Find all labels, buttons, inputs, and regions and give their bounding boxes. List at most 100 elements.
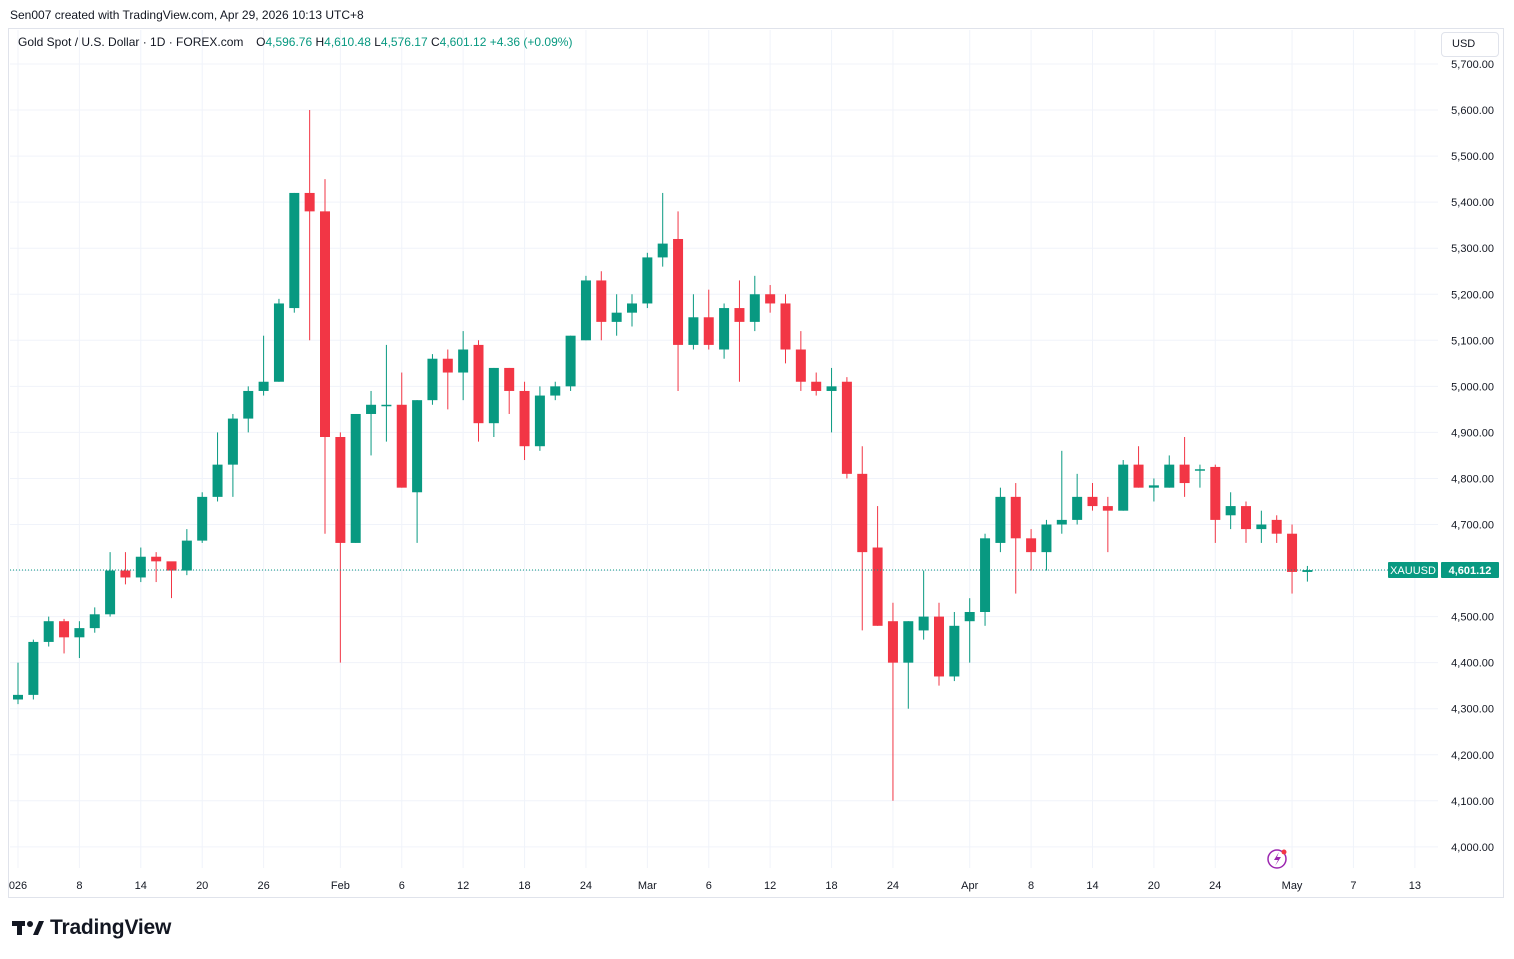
candle-body bbox=[795, 349, 806, 382]
candle-body bbox=[949, 625, 960, 677]
notification-dot bbox=[1281, 849, 1287, 855]
candle bbox=[488, 367, 499, 438]
candle bbox=[1148, 478, 1159, 502]
candle bbox=[412, 400, 423, 543]
candle-body bbox=[811, 381, 822, 391]
candle-body bbox=[1241, 506, 1251, 530]
candle-body bbox=[74, 628, 85, 638]
candle-body bbox=[43, 621, 54, 642]
candle bbox=[657, 192, 668, 267]
x-tick-label: 12 bbox=[764, 880, 776, 892]
lightning-icon bbox=[1267, 849, 1287, 869]
y-tick-label: 4,500.00 bbox=[1451, 612, 1494, 624]
x-tick-label: 24 bbox=[887, 880, 899, 892]
candle-body bbox=[1164, 464, 1175, 488]
candle bbox=[1133, 446, 1144, 488]
x-tick-label: 12 bbox=[457, 880, 469, 892]
candle bbox=[780, 294, 791, 364]
candle bbox=[734, 280, 745, 382]
close-label: C bbox=[430, 35, 440, 49]
candle bbox=[596, 271, 607, 341]
candle-body bbox=[473, 344, 484, 424]
candle bbox=[120, 552, 131, 585]
candle-body bbox=[1133, 464, 1144, 488]
candle bbox=[151, 552, 162, 583]
candle bbox=[243, 386, 254, 433]
candle bbox=[534, 386, 545, 451]
candle bbox=[1118, 460, 1129, 511]
candle bbox=[181, 529, 192, 576]
candle-body bbox=[381, 404, 392, 407]
candle-body bbox=[749, 294, 760, 322]
candle-body bbox=[366, 404, 377, 414]
candle bbox=[28, 639, 39, 700]
candle-body bbox=[872, 547, 883, 626]
candle bbox=[212, 432, 223, 502]
x-tick-label: 14 bbox=[1086, 880, 1098, 892]
candle bbox=[749, 275, 760, 332]
symbol-title: Gold Spot / U.S. Dollar · 1D · FOREX.com bbox=[18, 35, 244, 49]
candle-body bbox=[289, 192, 300, 309]
candle-body bbox=[918, 616, 929, 631]
chart-legend: Gold Spot / U.S. Dollar · 1D · FOREX.com… bbox=[18, 35, 572, 49]
lightning-icon-bolt bbox=[1274, 852, 1281, 866]
candle-body bbox=[580, 280, 591, 341]
y-tick-label: 4,800.00 bbox=[1451, 473, 1494, 485]
grid-layer bbox=[10, 30, 1438, 868]
candle-body bbox=[673, 238, 684, 345]
candle bbox=[934, 602, 944, 686]
candle bbox=[565, 335, 576, 391]
candle-body bbox=[596, 280, 607, 322]
axis-layer: 4,000.00 4,100.00 4,200.00 4,300.00 4,400.00… bbox=[9, 59, 1499, 892]
y-tick-label: 4,700.00 bbox=[1451, 520, 1494, 532]
candle bbox=[135, 547, 146, 583]
candle-body bbox=[59, 621, 70, 638]
candle bbox=[980, 533, 991, 626]
candle bbox=[105, 552, 116, 617]
currency-button[interactable]: USD bbox=[1441, 32, 1499, 57]
candle bbox=[627, 294, 637, 327]
candle-body bbox=[13, 694, 23, 700]
candle-body bbox=[826, 386, 837, 391]
candle-body bbox=[304, 192, 315, 212]
candle-body bbox=[1087, 496, 1098, 507]
y-tick-label: 4,100.00 bbox=[1451, 796, 1494, 808]
candle-body bbox=[151, 556, 162, 562]
candle bbox=[580, 275, 591, 341]
candle-body bbox=[980, 538, 991, 612]
y-tick-label: 5,700.00 bbox=[1451, 59, 1494, 71]
candle-body bbox=[488, 367, 499, 424]
candle-body bbox=[1271, 519, 1282, 534]
candle bbox=[1302, 565, 1313, 582]
candle bbox=[811, 372, 822, 396]
candle bbox=[1087, 483, 1098, 511]
x-tick-label: 18 bbox=[825, 880, 837, 892]
candle bbox=[857, 446, 868, 631]
candle-body bbox=[565, 335, 576, 387]
candle bbox=[1225, 492, 1236, 530]
candle bbox=[1164, 455, 1175, 488]
candle bbox=[1194, 464, 1205, 488]
x-tick-label: 8 bbox=[76, 880, 82, 892]
candle-body bbox=[120, 570, 131, 578]
candle-body bbox=[181, 540, 192, 571]
x-tick-label: Apr bbox=[961, 880, 978, 892]
candle-body bbox=[734, 308, 745, 322]
candle-body bbox=[1179, 464, 1190, 484]
tradingview-logo[interactable]: TradingView bbox=[12, 916, 171, 940]
last-price-label: 4,601.12 bbox=[1449, 565, 1492, 577]
candle-body bbox=[1056, 519, 1067, 525]
x-tick-label: 18 bbox=[518, 880, 530, 892]
candle bbox=[719, 303, 730, 359]
candle-body bbox=[841, 381, 852, 474]
candle bbox=[949, 611, 960, 682]
candle-body bbox=[89, 614, 100, 629]
candle bbox=[1210, 464, 1221, 543]
candle-body bbox=[28, 641, 39, 695]
candles-layer bbox=[13, 110, 1313, 801]
x-tick-label: 24 bbox=[580, 880, 592, 892]
candle-body bbox=[1256, 524, 1267, 530]
y-tick-label: 5,300.00 bbox=[1451, 243, 1494, 255]
x-tick-label: 20 bbox=[1148, 880, 1160, 892]
